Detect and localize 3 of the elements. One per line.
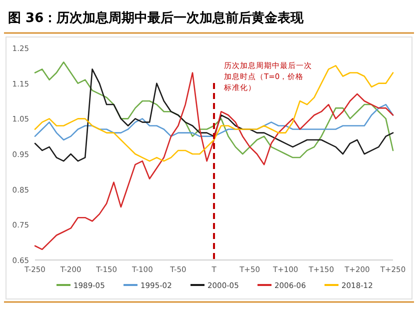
line-series (34, 104, 394, 141)
chart-title: 图 36：历次加息周期中最后一次加息前后黄金表现 (8, 10, 305, 26)
line-series (34, 72, 394, 250)
